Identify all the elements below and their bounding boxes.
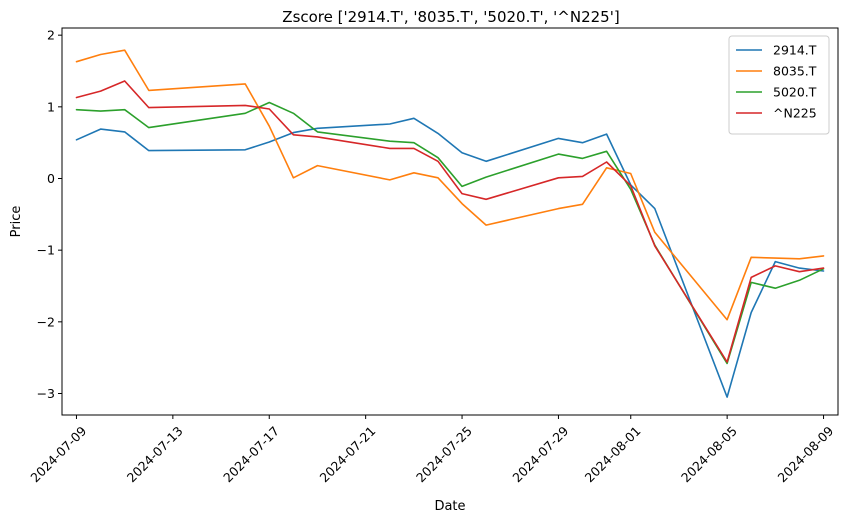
legend-label: 5020.T bbox=[773, 85, 817, 100]
y-tick-label: −1 bbox=[37, 243, 55, 258]
y-tick-label: 0 bbox=[47, 171, 55, 186]
y-tick-label: 1 bbox=[47, 99, 55, 114]
chart-title: Zscore ['2914.T', '8035.T', '5020.T', '^… bbox=[282, 8, 619, 26]
legend-box bbox=[728, 35, 830, 135]
y-axis-label: Price bbox=[9, 206, 24, 238]
series-line-^N225 bbox=[75, 80, 825, 363]
legend: 2914.T 8035.T 5020.T ^N225 bbox=[728, 35, 830, 135]
legend-label: ^N225 bbox=[773, 106, 817, 121]
legend-label: 8035.T bbox=[773, 64, 817, 79]
series-line-8035.T bbox=[75, 49, 825, 321]
legend-label: 2914.T bbox=[773, 43, 817, 58]
series-lines bbox=[75, 49, 825, 398]
y-tick-label: −2 bbox=[37, 314, 55, 329]
x-axis-label: Date bbox=[434, 499, 465, 514]
plot-frame bbox=[61, 27, 839, 416]
plot-area bbox=[62, 28, 838, 415]
y-tick-label: 2 bbox=[47, 28, 55, 43]
y-tick-label: −3 bbox=[37, 386, 55, 401]
series-line-2914.T bbox=[75, 117, 825, 398]
y-axis: −3 −2 −1 0 1 2 bbox=[37, 28, 62, 401]
